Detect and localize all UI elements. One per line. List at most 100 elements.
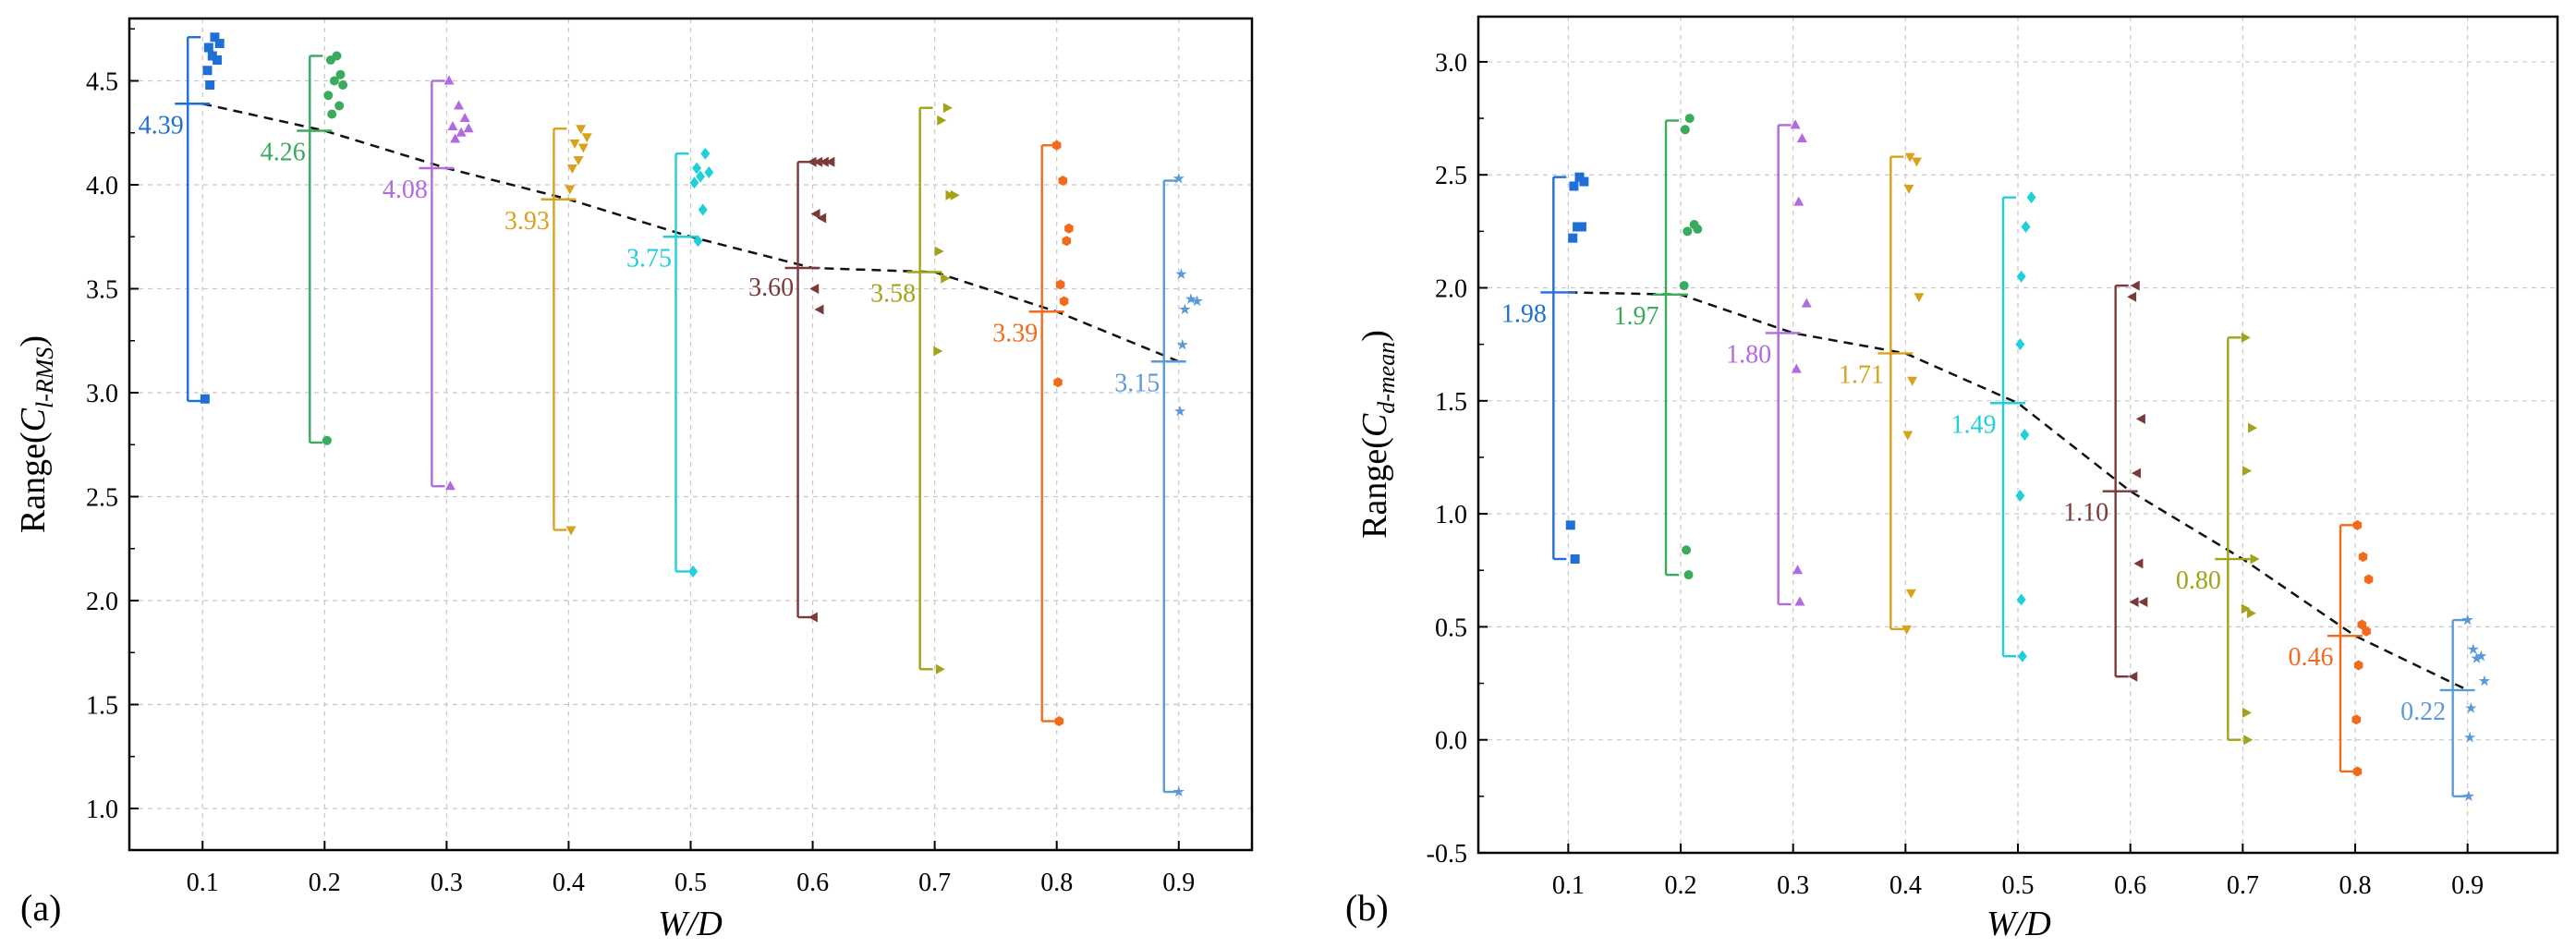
- data-point: [338, 80, 348, 90]
- data-point: [2242, 707, 2252, 718]
- data-point: [569, 140, 580, 149]
- x-tick-label: 0.8: [2339, 871, 2372, 900]
- data-point: [335, 69, 346, 79]
- series-0.6: [784, 156, 835, 623]
- x-tick-label: 0.5: [674, 869, 707, 897]
- series-0.9: [1150, 172, 1203, 797]
- series-0.5: [1990, 191, 2036, 662]
- x-tick-label: 0.3: [1777, 871, 1809, 900]
- panel-b: 1.98 1.97 1.80 1.71 1.49 1.10 0.80 0.46 0.22 -0.…: [1345, 15, 2559, 943]
- mean-value-label: 1.71: [1839, 360, 1884, 389]
- x-tick-label: 0.7: [2227, 871, 2259, 900]
- data-point: [696, 170, 706, 183]
- data-point: [1793, 196, 1804, 206]
- data-point: [1792, 565, 1804, 575]
- data-point: [2243, 735, 2254, 746]
- y-axis-label-b-suffix: ): [1355, 330, 1394, 342]
- y-tick-label: 3.0: [1435, 49, 1467, 78]
- data-point: [334, 101, 345, 111]
- data-point: [1054, 716, 1064, 726]
- data-point: [2133, 558, 2144, 569]
- y-tick-label: 1.0: [1435, 501, 1467, 529]
- data-point: [1053, 377, 1063, 388]
- x-tick-label: 0.7: [918, 869, 951, 897]
- series-0.1: [1540, 172, 1589, 565]
- data-point: [688, 565, 699, 577]
- data-point: [2463, 731, 2476, 743]
- series-0.8: [1028, 140, 1074, 726]
- mean-value-label: 1.49: [1951, 410, 1997, 439]
- y-axis-label-a: Range(Cl-RMS): [14, 335, 58, 533]
- data-point: [2352, 766, 2363, 777]
- y-axis-label-a-main: C: [14, 407, 53, 431]
- data-point: [1568, 233, 1578, 243]
- data-point: [2016, 593, 2026, 606]
- data-point: [444, 480, 456, 491]
- y-axis-label-a-suffix: ): [14, 335, 53, 347]
- data-point: [200, 394, 210, 404]
- data-point: [2135, 413, 2145, 424]
- data-point: [325, 55, 335, 65]
- data-point: [814, 304, 824, 315]
- data-point: [2467, 643, 2479, 655]
- series-0.7: [906, 103, 960, 675]
- data-point: [1907, 376, 1918, 386]
- series-0.6: [2102, 280, 2148, 682]
- series-0.1: [175, 32, 225, 404]
- data-point: [2026, 191, 2036, 204]
- y-tick-label: 3.5: [86, 276, 118, 305]
- data-point: [1051, 140, 1062, 151]
- data-point: [2017, 650, 2027, 662]
- data-point: [444, 75, 455, 85]
- data-point: [2021, 220, 2031, 233]
- series-group-a: [175, 32, 1203, 797]
- data-point: [2357, 619, 2367, 630]
- data-point: [2471, 652, 2483, 663]
- data-point: [1175, 268, 1187, 280]
- data-point: [1683, 570, 1694, 580]
- data-point: [2478, 675, 2491, 687]
- mean-value-label: 3.93: [504, 207, 550, 236]
- x-axis-label-b: W/D: [1987, 905, 2051, 943]
- data-point: [329, 76, 339, 86]
- y-tick-label: 2.5: [1435, 162, 1467, 190]
- y-tick-label: 2.5: [86, 484, 118, 513]
- data-point: [2020, 429, 2030, 441]
- data-point: [2138, 597, 2148, 607]
- data-point: [935, 663, 945, 675]
- data-point: [2475, 650, 2487, 662]
- data-point: [2358, 552, 2368, 563]
- mean-value-label: 0.22: [2400, 698, 2446, 726]
- data-point: [809, 284, 820, 294]
- y-axis-label-b: Range(Cd-mean): [1355, 330, 1400, 539]
- data-point: [1796, 133, 1807, 143]
- x-axis-label-a: W/D: [658, 905, 723, 943]
- mean-trend-polyline: [1568, 291, 2469, 692]
- data-point: [1064, 223, 1074, 234]
- data-point: [213, 55, 223, 65]
- x-tick-label: 0.5: [2002, 871, 2035, 900]
- data-point: [942, 103, 953, 114]
- data-point: [937, 115, 947, 126]
- data-point: [934, 246, 944, 257]
- data-point: [1794, 596, 1805, 606]
- data-point: [2127, 291, 2137, 302]
- series-0.5: [662, 147, 714, 577]
- data-point: [2015, 338, 2025, 351]
- data-point: [327, 109, 337, 119]
- grid-b: [1478, 17, 2558, 854]
- panel-label-b: (b): [1345, 887, 1389, 929]
- x-tick-label: 0.2: [309, 869, 341, 897]
- mean-value-label: 3.58: [870, 280, 916, 309]
- data-point: [693, 235, 703, 248]
- y-tick-label: 1.5: [1435, 388, 1467, 417]
- data-point: [1569, 181, 1579, 191]
- data-point: [1914, 293, 1925, 303]
- data-point: [1191, 295, 1203, 307]
- series-0.8: [2327, 519, 2374, 777]
- x-tick-label: 0.9: [1162, 869, 1195, 897]
- mean-value-label: 1.10: [2063, 499, 2108, 528]
- x-tick-label: 0.2: [1665, 871, 1697, 900]
- series-0.4: [541, 125, 592, 536]
- x-tick-label: 0.8: [1040, 869, 1073, 897]
